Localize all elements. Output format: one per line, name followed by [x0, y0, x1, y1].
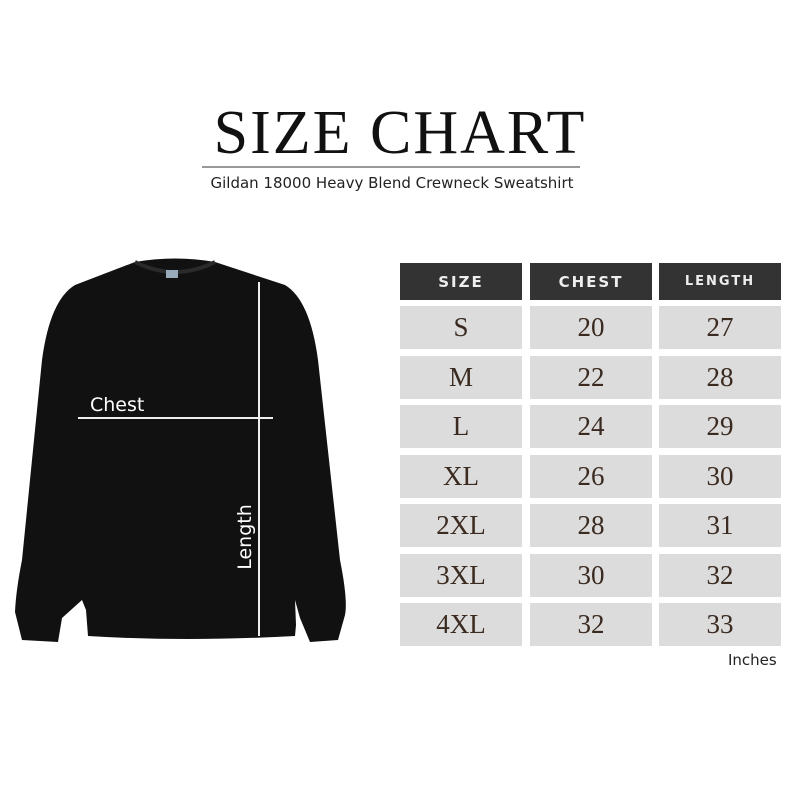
header-length: LENGTH	[659, 263, 781, 300]
subtitle: Gildan 18000 Heavy Blend Crewneck Sweats…	[210, 174, 574, 192]
cell-size: 3XL	[400, 553, 522, 597]
cell-size: 2XL	[400, 504, 522, 547]
cell-size: M	[400, 355, 522, 399]
cell-size: S	[400, 306, 522, 349]
cell-size: XL	[400, 454, 522, 498]
cell-length: 27	[659, 306, 781, 349]
units-label: Inches	[728, 651, 777, 669]
length-label: Length	[234, 504, 256, 570]
title-divider	[202, 166, 580, 168]
cell-chest: 20	[530, 306, 652, 349]
header-size: SIZE	[400, 263, 522, 300]
cell-length: 29	[659, 405, 781, 448]
cell-chest: 22	[530, 355, 652, 399]
cell-length: 31	[659, 504, 781, 547]
cell-chest: 32	[530, 603, 652, 646]
header-chest: CHEST	[530, 263, 652, 300]
chest-label: Chest	[90, 394, 145, 416]
cell-chest: 30	[530, 553, 652, 597]
cell-chest: 26	[530, 454, 652, 498]
cell-length: 30	[659, 454, 781, 498]
cell-chest: 24	[530, 405, 652, 448]
cell-size: 4XL	[400, 603, 522, 646]
cell-chest: 28	[530, 504, 652, 547]
cell-size: L	[400, 405, 522, 448]
page-title: SIZE CHART	[213, 99, 587, 167]
cell-length: 28	[659, 355, 781, 399]
cell-length: 32	[659, 553, 781, 597]
cell-length: 33	[659, 603, 781, 646]
